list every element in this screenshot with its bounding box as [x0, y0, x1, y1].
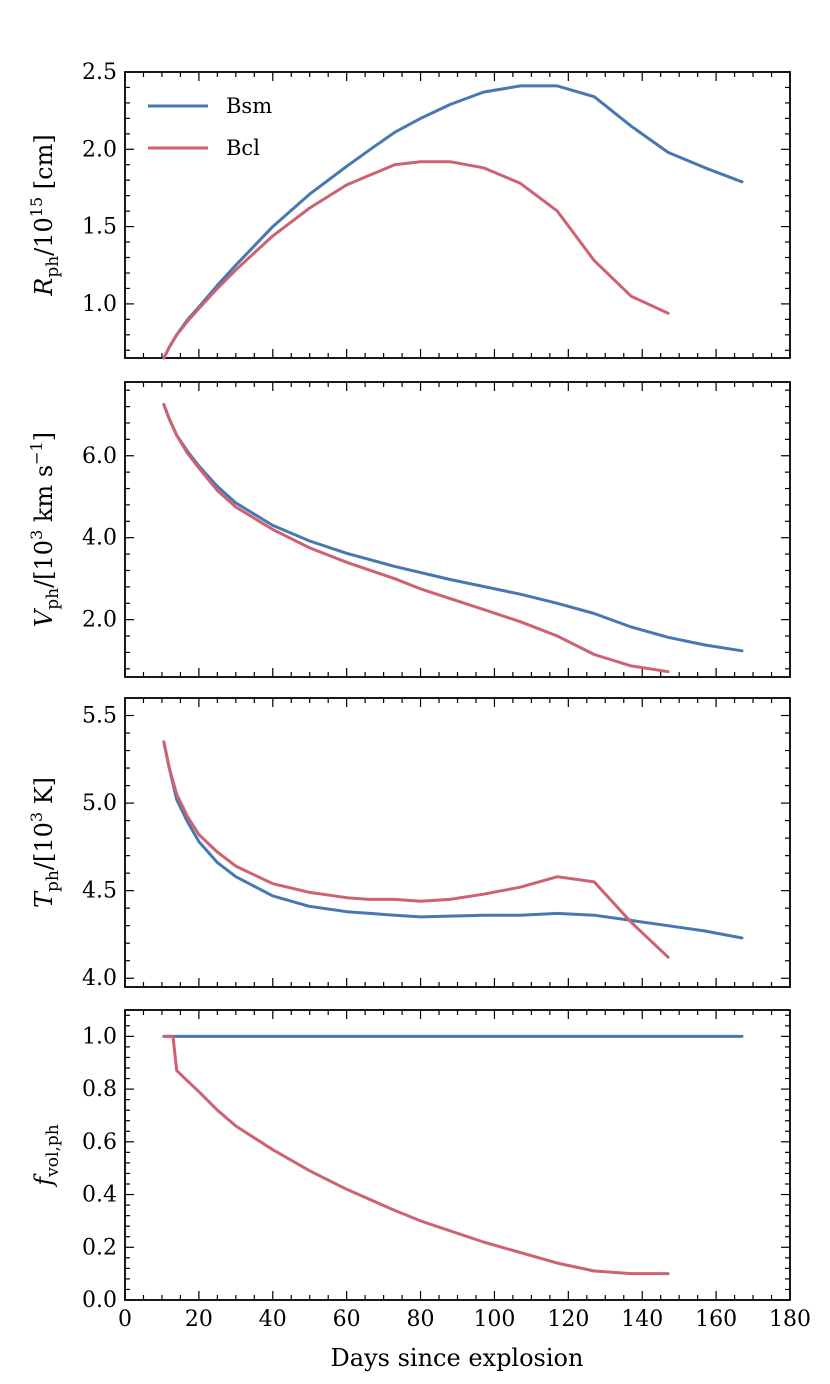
series-line-bsm — [162, 740, 744, 940]
y-tick-label: 0.4 — [82, 1183, 117, 1208]
y-tick-label: 0.2 — [82, 1235, 117, 1260]
series-line-bsm — [162, 403, 744, 653]
y-tick-label: 0.0 — [82, 1288, 117, 1313]
x-tick-label: 180 — [769, 1307, 811, 1332]
x-tick-label: 60 — [333, 1307, 361, 1332]
series-line-bcl — [162, 740, 670, 959]
x-tick-label: 20 — [185, 1307, 213, 1332]
plot-frame — [124, 1009, 791, 1301]
series-line-bcl — [162, 160, 670, 360]
panel-velocity: 2.0 4.0 6.0 Vph/[103 km s−1] — [27, 381, 791, 678]
y-tick-label: 4.0 — [82, 526, 117, 551]
y-tick-label: 2.5 — [82, 60, 117, 85]
y-tick-label: 1.0 — [82, 1024, 117, 1049]
y-tick-label: 2.0 — [82, 137, 117, 162]
y-tick-label: 5.5 — [82, 704, 117, 729]
plot-frame — [124, 381, 791, 678]
plot-frame — [124, 697, 791, 988]
x-axis-label: Days since explosion — [331, 1344, 584, 1372]
y-tick-label: 1.0 — [82, 292, 117, 317]
y-tick-label: 1.5 — [82, 215, 117, 240]
y-tick-label: 0.6 — [82, 1130, 117, 1155]
series-line-bcl — [162, 1034, 670, 1276]
x-tick-label: 0 — [118, 1307, 132, 1332]
x-tick-label: 120 — [547, 1307, 589, 1332]
y-axis-label: Vph/[103 km s−1] — [27, 432, 63, 627]
x-tick-label: 140 — [621, 1307, 663, 1332]
y-tick-label: 5.0 — [82, 791, 117, 816]
y-tick-label: 0.8 — [82, 1077, 117, 1102]
legend-label-bsm: Bsm — [226, 94, 272, 118]
y-tick-label: 4.5 — [82, 879, 117, 904]
y-tick-label: 6.0 — [82, 444, 117, 469]
panel-temperature: 4.0 4.5 5.0 5.5 Tph/[103 K] — [27, 697, 791, 991]
y-axis-label: fvol,ph — [30, 1124, 63, 1187]
panel-volume-filling: 0.0 0.2 0.4 0.6 0.8 1.0 fvol,ph 0 20 40 60 80 100 120… — [30, 1009, 811, 1332]
series-line-bcl — [162, 403, 670, 674]
y-tick-label: 2.0 — [82, 608, 117, 633]
x-tick-label: 160 — [695, 1307, 737, 1332]
y-tick-label: 4.0 — [82, 966, 117, 991]
series-line-bsm — [162, 84, 744, 360]
legend-label-bcl: Bcl — [226, 136, 260, 160]
x-tick-label: 80 — [407, 1307, 435, 1332]
panels: 1.0 1.5 2.0 2.5 Rph/1015 [cm] Bsm Bcl 2.0 4.0 6.0… — [27, 60, 811, 1332]
y-axis-label: Rph/1015 [cm] — [27, 134, 63, 296]
y-axis-label: Tph/[103 K] — [27, 777, 63, 908]
x-tick-label: 40 — [259, 1307, 287, 1332]
panel-radius: 1.0 1.5 2.0 2.5 Rph/1015 [cm] Bsm Bcl — [27, 60, 791, 360]
legend: Bsm Bcl — [148, 94, 272, 160]
plot-frame — [124, 71, 791, 359]
x-tick-label: 100 — [473, 1307, 515, 1332]
